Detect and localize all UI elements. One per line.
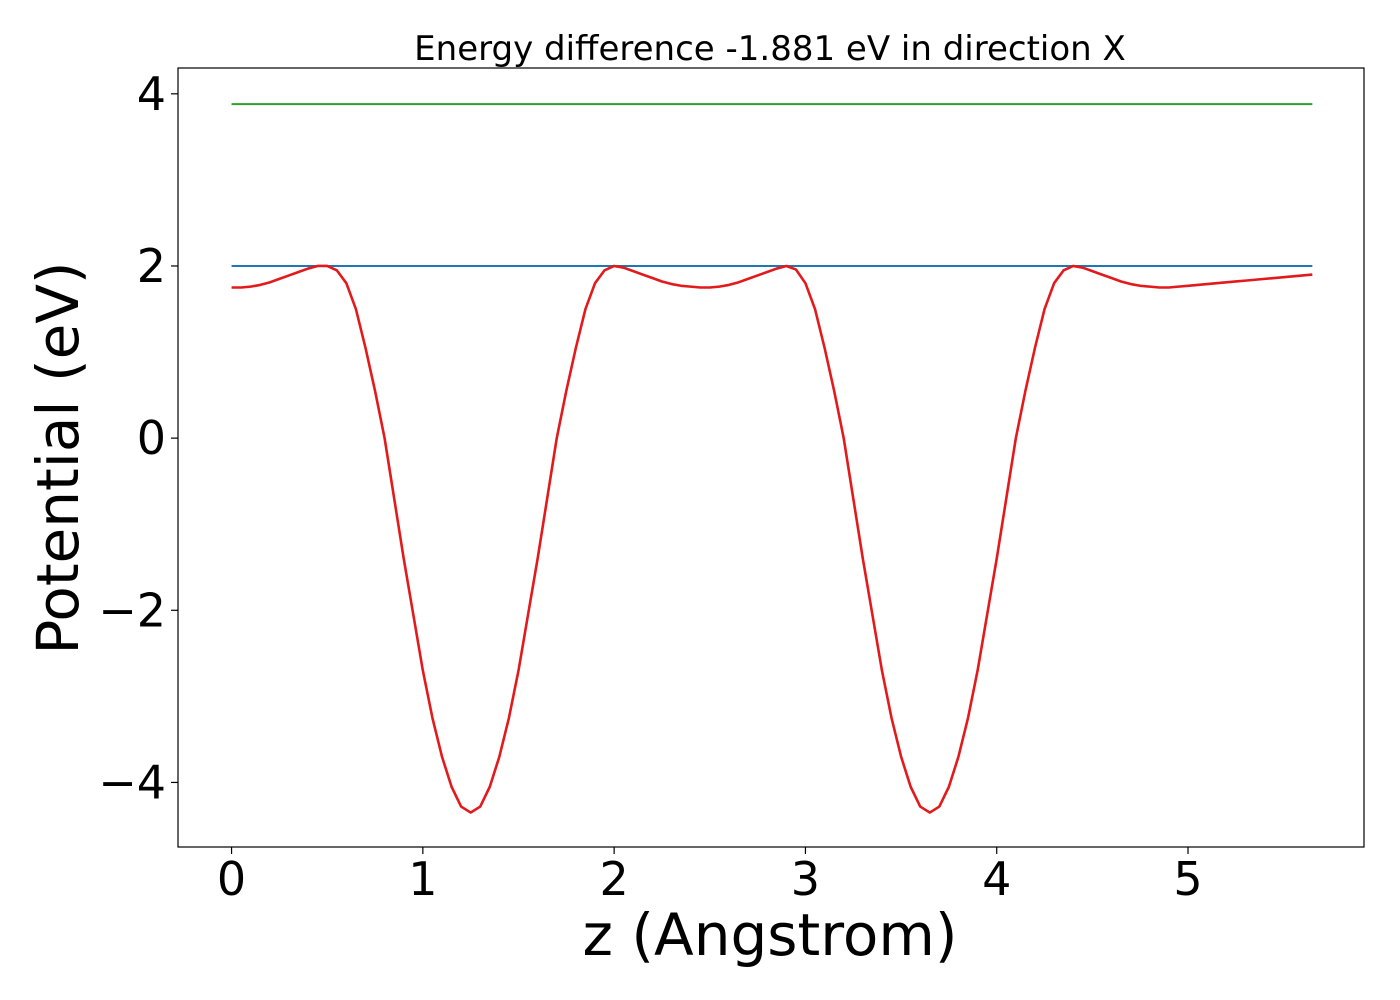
x-tick-label: 2 (600, 852, 629, 906)
x-tick-label: 1 (408, 852, 437, 906)
x-tick-label: 0 (217, 852, 246, 906)
y-tick-label: −2 (98, 583, 166, 637)
axes-frame (177, 67, 1365, 848)
y-tick-label: 2 (137, 239, 166, 293)
series-line-2 (231, 264, 1313, 814)
x-axis-ticks: 0 1 2 3 4 5 (217, 847, 1203, 906)
y-tick-label: 0 (137, 411, 166, 465)
y-axis-label: Potential (eV) (24, 261, 92, 654)
x-tick-label: 5 (1173, 852, 1202, 906)
y-tick-label: 4 (137, 67, 166, 121)
x-tick-label: 3 (791, 852, 820, 906)
plot-area (177, 67, 1365, 848)
y-axis-ticks: 4 2 0 −2 −4 (98, 67, 178, 809)
x-tick-label: 4 (982, 852, 1011, 906)
chart-title: Energy difference -1.881 eV in direction… (414, 29, 1126, 69)
series-layer (231, 103, 1313, 814)
y-tick-label: −4 (98, 755, 166, 809)
x-axis-label: z (Angstrom) (583, 901, 958, 969)
